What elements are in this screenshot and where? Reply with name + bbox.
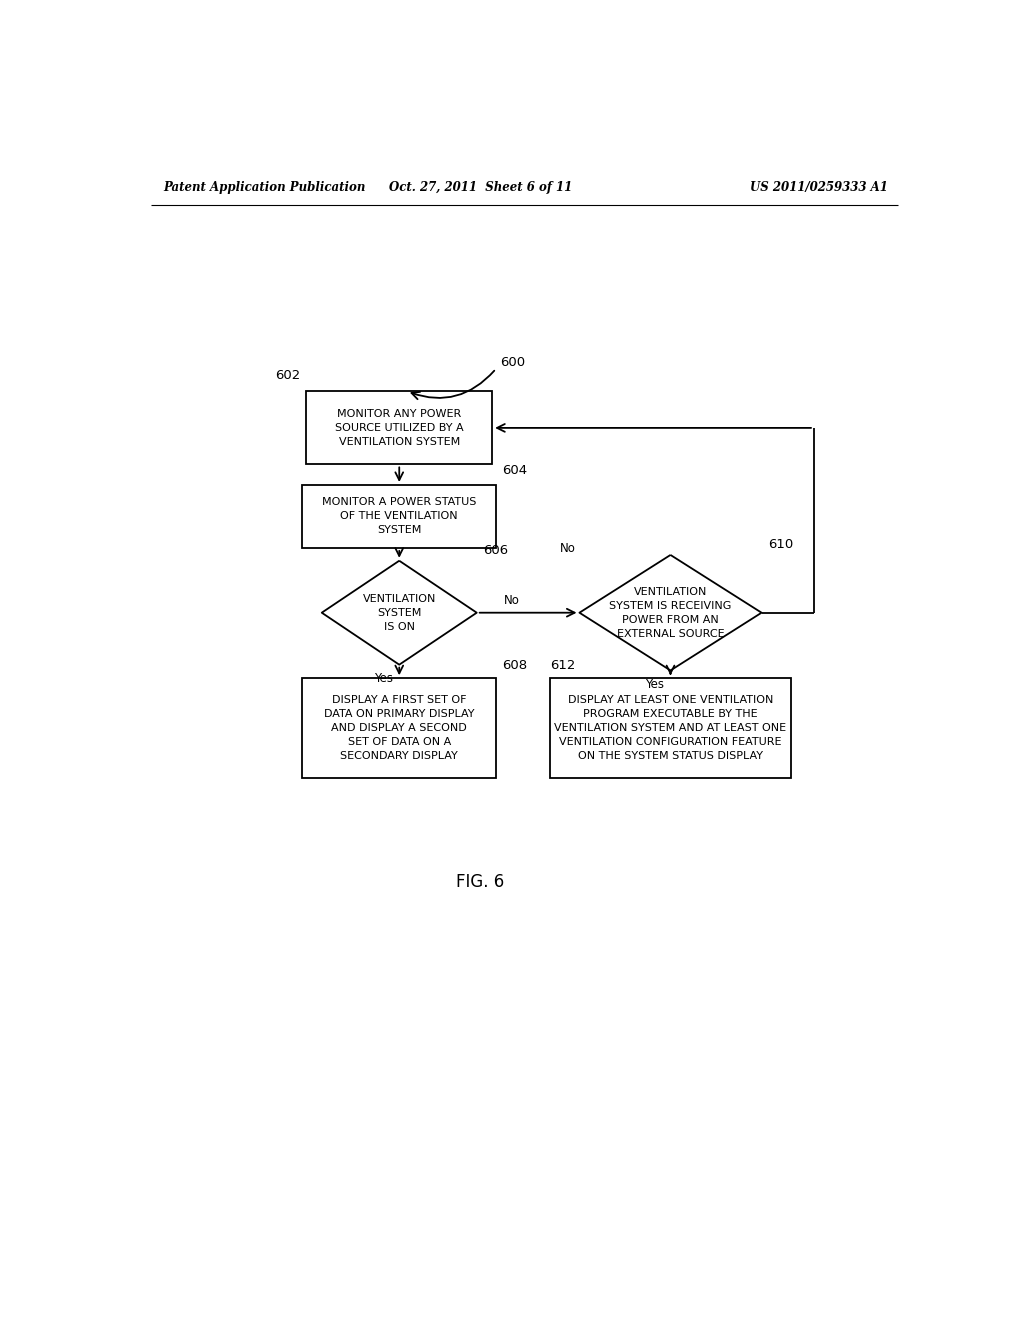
- Text: VENTILATION
SYSTEM
IS ON: VENTILATION SYSTEM IS ON: [362, 594, 436, 632]
- Bar: [550, 678, 791, 779]
- Text: Patent Application Publication: Patent Application Publication: [163, 181, 366, 194]
- Bar: [302, 678, 496, 779]
- Text: Yes: Yes: [645, 678, 665, 692]
- Text: MONITOR A POWER STATUS
OF THE VENTILATION
SYSTEM: MONITOR A POWER STATUS OF THE VENTILATIO…: [323, 498, 476, 536]
- Text: FIG. 6: FIG. 6: [457, 874, 505, 891]
- Text: 604: 604: [503, 465, 527, 478]
- Text: 608: 608: [503, 659, 527, 672]
- Text: US 2011/0259333 A1: US 2011/0259333 A1: [750, 181, 888, 194]
- Text: 606: 606: [483, 544, 508, 557]
- Text: 612: 612: [550, 659, 575, 672]
- Text: 602: 602: [274, 370, 300, 381]
- Text: DISPLAY AT LEAST ONE VENTILATION
PROGRAM EXECUTABLE BY THE
VENTILATION SYSTEM AN: DISPLAY AT LEAST ONE VENTILATION PROGRAM…: [554, 696, 786, 762]
- Text: DISPLAY A FIRST SET OF
DATA ON PRIMARY DISPLAY
AND DISPLAY A SECOND
SET OF DATA : DISPLAY A FIRST SET OF DATA ON PRIMARY D…: [324, 696, 474, 762]
- Text: VENTILATION
SYSTEM IS RECEIVING
POWER FROM AN
EXTERNAL SOURCE: VENTILATION SYSTEM IS RECEIVING POWER FR…: [609, 586, 732, 639]
- Text: Oct. 27, 2011  Sheet 6 of 11: Oct. 27, 2011 Sheet 6 of 11: [389, 181, 572, 194]
- Text: 610: 610: [768, 539, 793, 552]
- Text: Yes: Yes: [374, 672, 393, 685]
- Text: 600: 600: [500, 356, 525, 370]
- Text: MONITOR ANY POWER
SOURCE UTILIZED BY A
VENTILATION SYSTEM: MONITOR ANY POWER SOURCE UTILIZED BY A V…: [335, 409, 464, 447]
- Text: No: No: [560, 543, 575, 554]
- Bar: [306, 391, 493, 465]
- Bar: [302, 484, 496, 548]
- Text: No: No: [504, 594, 520, 607]
